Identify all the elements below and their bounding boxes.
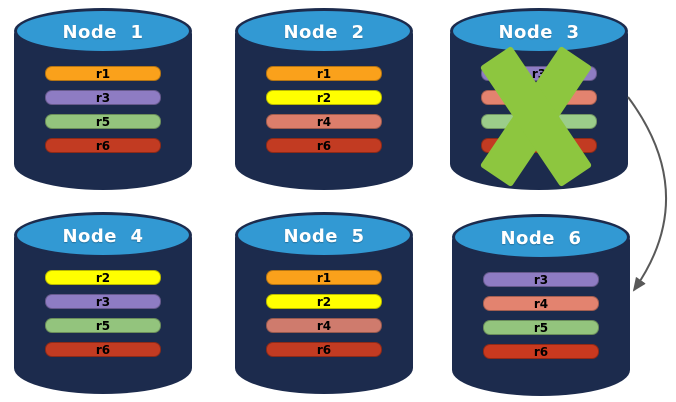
replica-bar: r6 [45, 342, 161, 357]
cylinder-top: Node 1 [14, 8, 192, 54]
cylinder-top: Node 2 [235, 8, 413, 54]
cylinder-body [452, 236, 630, 396]
cylinder-top: Node 4 [14, 212, 192, 258]
replica-bar: r5 [483, 320, 599, 335]
replica-bar: r2 [266, 90, 382, 105]
replica-bar: r3 [483, 272, 599, 287]
node-5: Node 5 r1 r2 r4 r6 [235, 212, 413, 394]
node-title: Node 4 [62, 225, 144, 247]
node-title: Node 5 [283, 225, 365, 247]
replica-bar: r3 [45, 294, 161, 309]
replica-bar: r5 [45, 318, 161, 333]
replica-bar: r6 [45, 138, 161, 153]
replica-bar: r3 [481, 66, 597, 81]
node-title: Node 3 [498, 21, 580, 43]
replica-bar: r6 [266, 138, 382, 153]
cylinder-top: Node 6 [452, 214, 630, 260]
replica-bar: r1 [45, 66, 161, 81]
cylinder-body [235, 30, 413, 190]
node-title: Node 6 [500, 227, 582, 249]
replica-bar: r5 [45, 114, 161, 129]
node-title: Node 2 [283, 21, 365, 43]
replica-bar: r4 [266, 318, 382, 333]
replica-bar: r6 [266, 342, 382, 357]
node-3: Node 3 r3 r4 r5 r6 [450, 8, 628, 190]
replica-bar: r3 [45, 90, 161, 105]
replica-list: r1 r2 r4 r6 [266, 66, 382, 153]
replica-bar: r2 [45, 270, 161, 285]
replica-bar: r1 [266, 270, 382, 285]
replica-list: r3 r4 r5 r6 [483, 272, 599, 359]
arrow-path [627, 96, 668, 292]
replica-bar: r6 [481, 138, 597, 153]
replica-bar: r6 [483, 344, 599, 359]
replica-bar: r4 [266, 114, 382, 129]
cylinder-body [14, 30, 192, 190]
replica-bar: r4 [481, 90, 597, 105]
replica-bar: r4 [483, 296, 599, 311]
node-4: Node 4 r2 r3 r5 r6 [14, 212, 192, 394]
cylinder-body [235, 234, 413, 394]
replica-bar: r5 [481, 114, 597, 129]
replica-list: r3 r4 r5 r6 [481, 66, 597, 153]
node-1: Node 1 r1 r3 r5 r6 [14, 8, 192, 190]
replica-list: r2 r3 r5 r6 [45, 270, 161, 357]
node-2: Node 2 r1 r2 r4 r6 [235, 8, 413, 190]
node-title: Node 1 [62, 21, 144, 43]
replica-list: r1 r2 r4 r6 [266, 270, 382, 357]
cylinder-top: Node 3 [450, 8, 628, 54]
cylinder-body [14, 234, 192, 394]
node-6: Node 6 r3 r4 r5 r6 [452, 214, 630, 396]
replica-bar: r2 [266, 294, 382, 309]
cylinder-top: Node 5 [235, 212, 413, 258]
replica-bar: r1 [266, 66, 382, 81]
replica-list: r1 r3 r5 r6 [45, 66, 161, 153]
